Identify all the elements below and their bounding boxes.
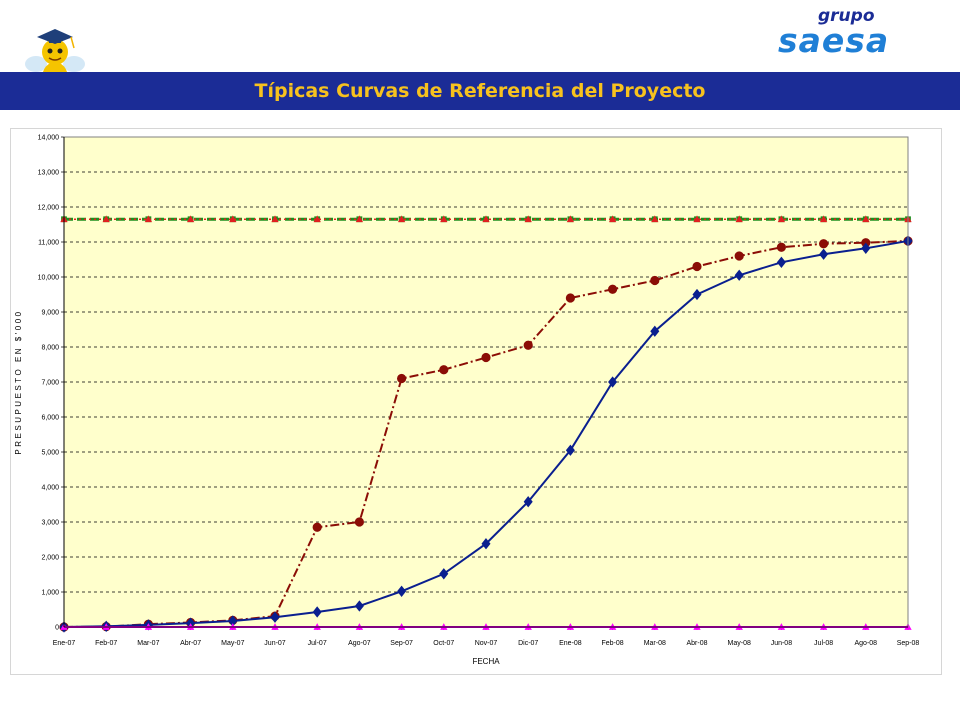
y-tick-label: 5,000	[41, 450, 59, 457]
data-point	[439, 365, 449, 375]
x-tick-label: May-08	[728, 640, 751, 647]
x-tick-label: Sep-08	[897, 640, 920, 647]
data-point	[271, 215, 279, 223]
x-tick-label: May-07	[221, 640, 244, 647]
y-tick-label: 4,000	[41, 485, 59, 492]
data-point	[734, 269, 744, 281]
data-point	[524, 215, 532, 223]
x-tick-label: Abr-07	[180, 640, 201, 647]
data-point	[607, 284, 618, 294]
x-tick-label: Jul-08	[814, 640, 833, 647]
data-point	[735, 215, 743, 223]
x-tick-label: Jun-07	[264, 640, 286, 647]
data-point	[312, 606, 322, 618]
data-point	[692, 288, 702, 301]
y-tick-label: 7,000	[41, 380, 59, 387]
data-point	[862, 215, 870, 223]
data-point	[354, 517, 364, 527]
data-point	[819, 248, 829, 260]
x-tick-label: Jun-08	[771, 640, 793, 647]
data-point	[440, 215, 448, 223]
data-point	[818, 239, 829, 249]
x-tick-label: Jul-07	[308, 640, 327, 647]
y-tick-label: 1,000	[41, 590, 59, 597]
data-point	[229, 215, 237, 223]
series-s_curve	[59, 235, 913, 633]
y-tick-label: 0	[55, 625, 59, 632]
data-point	[651, 215, 659, 223]
x-axis-ticks: Ene-07 Feb-07 Mar-07 Abr-07 May-07 Jun-07 Jul-…	[53, 627, 920, 647]
y-tick-label: 10,000	[38, 275, 60, 282]
data-point	[313, 215, 321, 223]
x-tick-label: Mar-08	[644, 640, 666, 647]
data-point	[608, 376, 618, 388]
y-tick-label: 9,000	[41, 310, 59, 317]
x-tick-label: Ago-07	[348, 640, 371, 647]
data-point	[312, 522, 322, 532]
data-point	[144, 215, 153, 223]
y-tick-label: 11,000	[38, 240, 59, 247]
data-point	[482, 215, 490, 223]
grupo-saesa-logo: grupo saesa	[774, 6, 944, 60]
data-point	[734, 251, 744, 261]
logo-grupo-text: grupo	[818, 6, 875, 26]
data-point	[523, 496, 533, 508]
logo-saesa-text: saesa	[778, 21, 890, 60]
page-title: Típicas Curvas de Referencia del Proyect…	[254, 80, 706, 102]
x-tick-label: Ene-08	[559, 640, 582, 647]
data-point	[186, 215, 195, 223]
data-point	[565, 444, 575, 456]
x-tick-label: Sep-07	[390, 640, 413, 647]
x-tick-label: Dic-07	[518, 640, 538, 647]
y-axis-ticks: 0 1,000 2,000 3,000 4,000 5,000 6,000 7,000 8,00…	[38, 135, 64, 632]
data-point	[565, 293, 576, 303]
data-point	[608, 215, 617, 223]
x-tick-label: Ene-07	[53, 640, 76, 647]
data-point	[650, 325, 660, 337]
y-tick-label: 8,000	[41, 345, 59, 352]
y-tick-label: 3,000	[41, 520, 59, 527]
data-point	[481, 352, 491, 363]
y-tick-label: 2,000	[41, 555, 59, 562]
series-layer	[59, 136, 913, 633]
data-point	[270, 611, 280, 623]
data-point	[397, 215, 406, 223]
x-tick-label: Ago-08	[855, 640, 878, 647]
title-banner: Típicas Curvas de Referencia del Proyect…	[0, 72, 960, 110]
y-tick-label: 12,000	[38, 205, 60, 212]
data-point	[819, 215, 828, 223]
data-point	[566, 215, 575, 223]
data-point	[777, 215, 786, 223]
data-point	[776, 256, 786, 268]
data-point	[481, 538, 491, 550]
x-tick-label: Mar-07	[137, 640, 159, 647]
data-point	[355, 215, 364, 223]
data-point	[861, 242, 871, 254]
y-axis-title: PRESUPUESTO EN $'000	[14, 309, 23, 454]
data-point	[354, 600, 364, 612]
data-point	[102, 215, 110, 223]
data-point	[397, 585, 407, 597]
chart-frame	[10, 128, 942, 675]
x-tick-label: Oct-07	[433, 640, 454, 647]
x-axis-title: FECHA	[472, 657, 500, 666]
data-point	[693, 215, 701, 223]
data-point	[396, 373, 407, 384]
x-tick-label: Abr-08	[686, 640, 707, 647]
data-point	[776, 242, 787, 252]
data-point	[439, 568, 449, 580]
data-point	[692, 261, 702, 272]
x-tick-label: Feb-07	[95, 640, 117, 647]
x-tick-label: Nov-07	[475, 640, 498, 647]
grid-lines	[64, 171, 908, 593]
data-point	[650, 275, 660, 286]
y-tick-label: 6,000	[41, 415, 59, 422]
data-point	[523, 340, 533, 350]
y-tick-label: 13,000	[38, 170, 60, 177]
y-tick-label: 14,000	[38, 135, 60, 142]
x-tick-label: Feb-08	[602, 640, 624, 647]
